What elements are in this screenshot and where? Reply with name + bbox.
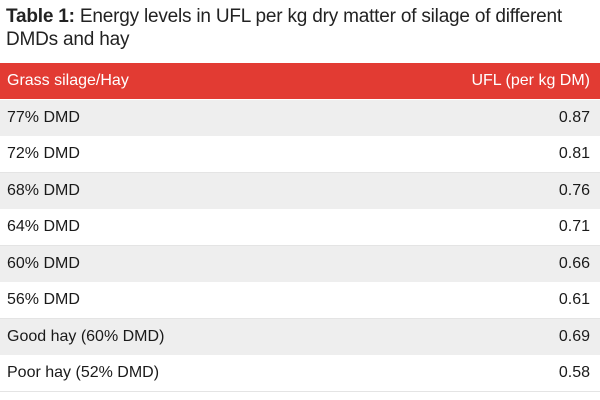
row-label: 56% DMD [7, 291, 80, 309]
row-label: 60% DMD [7, 254, 80, 272]
caption-label: Table 1: [6, 6, 75, 27]
table-row: 77% DMD 0.87 [0, 100, 600, 137]
table-row: 56% DMD 0.61 [0, 282, 600, 319]
row-value: 0.61 [558, 291, 590, 309]
table-row: 72% DMD 0.81 [0, 136, 600, 173]
header-ufl: UFL (per kg DM) [471, 72, 590, 89]
row-value: 0.69 [558, 327, 590, 345]
table-row: Good hay (60% DMD) 0.69 [0, 319, 600, 356]
row-label: Poor hay (52% DMD) [7, 364, 160, 382]
row-value: 0.81 [558, 145, 590, 163]
table-row: 68% DMD 0.76 [0, 173, 600, 210]
table-caption: Table 1: Energy levels in UFL per kg dry… [6, 5, 596, 51]
header-grass-silage-hay: Grass silage/Hay [7, 72, 129, 89]
row-label: 72% DMD [7, 145, 80, 163]
row-label: 68% DMD [7, 181, 80, 199]
row-value: 0.71 [558, 218, 590, 236]
table-row: Poor hay (52% DMD) 0.58 [0, 355, 600, 392]
row-value: 0.87 [558, 108, 590, 126]
row-value: 0.58 [558, 364, 590, 382]
caption-text: Energy levels in UFL per kg dry matter o… [6, 6, 562, 50]
row-label: 64% DMD [7, 218, 80, 236]
table-header-row: Grass silage/Hay UFL (per kg DM) [0, 63, 600, 100]
row-value: 0.76 [558, 181, 590, 199]
energy-table: Grass silage/Hay UFL (per kg DM) 77% DMD… [0, 63, 600, 392]
row-value: 0.66 [558, 254, 590, 272]
row-label: Good hay (60% DMD) [7, 327, 165, 345]
table-row: 64% DMD 0.71 [0, 209, 600, 246]
table-row: 60% DMD 0.66 [0, 246, 600, 283]
row-label: 77% DMD [7, 108, 80, 126]
